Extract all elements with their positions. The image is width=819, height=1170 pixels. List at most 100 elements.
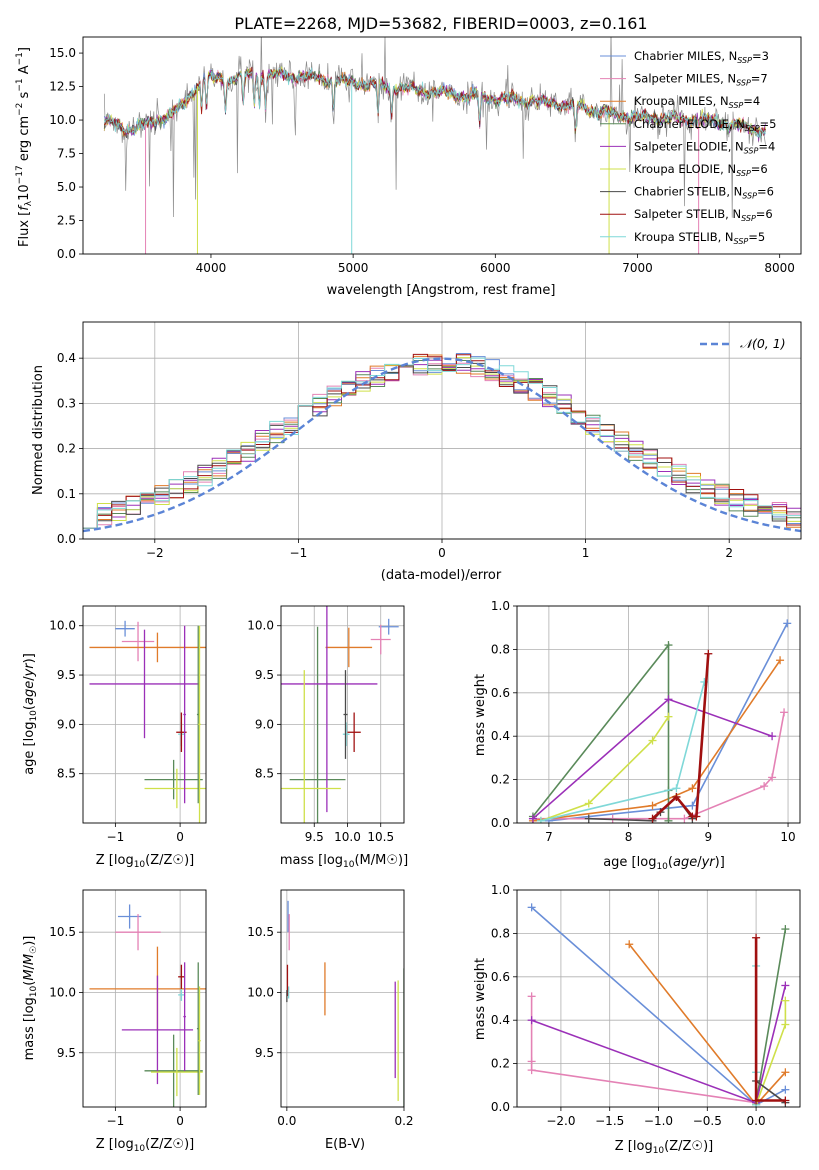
spectrum-model-line — [103, 65, 766, 138]
residuals-ytick-label: 0.4 — [57, 351, 76, 365]
spectrum-xtick-label: 6000 — [480, 261, 511, 275]
massweight-vs-Z-ytick-label: 0.8 — [491, 926, 510, 940]
age-vs-Z-plot — [89, 620, 206, 823]
massweight-vs-age-ytick-label: 0.6 — [491, 686, 510, 700]
legend-label-tail: =7 — [751, 72, 768, 86]
spectrum-xtick-label: 4000 — [196, 261, 227, 275]
spectrum-ytick-label: 10.0 — [49, 113, 76, 127]
massweight-vs-age-plot — [528, 619, 792, 823]
massweight-vs-Z-series-line — [530, 996, 757, 1104]
massweight-vs-age-ytick-label: 0.4 — [491, 729, 510, 743]
massweight-vs-age-series-line — [532, 698, 773, 820]
residuals-ytick-label: 0.0 — [57, 532, 76, 546]
legend-label-main: Kroupa ELODIE, N — [634, 162, 736, 176]
legend-label-sub: SSP — [737, 56, 752, 65]
spectrum-frame — [82, 36, 802, 255]
legend-label-tail: =6 — [757, 185, 774, 199]
legend-label-sub: SSP — [741, 214, 756, 223]
spectrum-ytick-label: 7.5 — [57, 147, 76, 161]
legend-label-sub: SSP — [736, 169, 751, 178]
legend-label: Chabrier MILES, NSSP=3 — [634, 49, 769, 65]
legend-label-main: Chabrier ELODIE, N — [634, 117, 745, 131]
age-ylabel: age [log10(age/yr)] — [22, 653, 39, 775]
legend-label-sub: SSP — [736, 79, 751, 88]
mass-vs-EBV-ytick-label: 10.0 — [247, 985, 274, 999]
spectrum-model-line — [103, 66, 766, 139]
mass-vs-Z-axes: −1 0 9.5 10.0 10.5 — [49, 890, 206, 1128]
spectrum-title: PLATE=2268, MJD=53682, FIBERID=0003, z=0… — [234, 14, 647, 33]
residuals-ylabel: Normed distribution — [31, 365, 46, 495]
age-vs-Z-xtick-label: 0 — [176, 830, 184, 844]
mass-vs-EBV-xtick-label: 0.2 — [394, 1114, 413, 1128]
legend-label-tail: =4 — [743, 94, 760, 108]
massweight-vs-age-ytick-label: 0.2 — [491, 773, 510, 787]
massweight-vs-Z-xtick-label: −1.0 — [644, 1114, 673, 1128]
mass-vs-Z-plot — [89, 904, 206, 1107]
spectrum-ytick-label: 15.0 — [49, 46, 76, 60]
age-vs-mass-ytick-label: 9.0 — [255, 717, 274, 731]
residuals-ytick-label: 0.3 — [57, 396, 76, 410]
spectrum-xtick-label: 8000 — [764, 261, 795, 275]
residuals-axes: −2 −1 0 1 2 0.0 0.1 0.2 0.3 0.4 — [57, 322, 801, 560]
spectrum-ytick-label: 2.5 — [57, 214, 76, 228]
legend-label-main: Salpeter ELODIE, N — [634, 139, 744, 153]
massweight-vs-age-xtick-label: 7 — [545, 830, 553, 844]
massweight-age-xlabel: age [log10(age/yr)] — [603, 855, 725, 872]
spectrum-xtick-label: 5000 — [338, 261, 369, 275]
plot-layer: 4000 5000 6000 7000 80000.02.55.07.510.012.5… — [49, 36, 802, 1128]
mass-vs-Z-ytick-label: 10.5 — [49, 925, 76, 939]
massweight-vs-age-ytick-label: 0.8 — [491, 642, 510, 656]
residuals-xlabel: (data-model)/error — [381, 568, 502, 583]
massweight-vs-age-ytick-label: 1.0 — [491, 599, 510, 613]
mass-vs-EBV-frame — [280, 889, 405, 1108]
massweight-vs-age-frame — [516, 605, 801, 824]
age-vs-Z-ytick-label: 10.0 — [49, 619, 76, 633]
massweight-vs-age-series-line — [540, 716, 670, 822]
age-vs-Z-xtick-label: −1 — [107, 830, 125, 844]
massweight-vs-Z-frame — [516, 889, 801, 1108]
massweight-vs-Z-axes: −2.0 −1.5 −1.0 −0.5 0.0 0.0 0.2 0.4 0.6 0.8 1.0 — [491, 883, 800, 1128]
age-vs-mass-frame — [280, 605, 405, 824]
spectrum-ylabel: Flux [fλ10−17 erg cm−2 s−1 A−1] — [15, 47, 34, 247]
mass-vs-Z-frame — [82, 889, 207, 1108]
spectrum-axes: 4000 5000 6000 7000 8000 0.0 2.5 5.0 7.5 10.0 12.5… — [49, 46, 795, 275]
residuals-xtick-label: 1 — [582, 546, 590, 560]
residuals-xtick-label: −1 — [290, 546, 308, 560]
legend-label-sub: SSP — [729, 101, 744, 110]
age-vs-mass-xtick-label: 10.5 — [367, 830, 394, 844]
legend-label: Kroupa ELODIE, NSSP=6 — [634, 162, 768, 178]
spectrum-ytick-label: 0.0 — [57, 247, 76, 261]
legend-label-sub: SSP — [742, 192, 757, 201]
legend-label-sub: SSP — [734, 237, 749, 246]
residuals-ytick-label: 0.2 — [57, 442, 76, 456]
massweight-vs-age-axes: 7 8 9 10 0.0 0.2 0.4 0.6 0.8 1.0 — [491, 599, 800, 844]
mass-vs-EBV-xlabel: E(B-V) — [325, 1137, 365, 1152]
age-vs-mass-ytick-label: 10.0 — [247, 619, 274, 633]
massweight-vs-Z-ytick-label: 0.6 — [491, 970, 510, 984]
legend-label-tail: =4 — [758, 139, 775, 153]
age-vs-mass-xlabel: mass [log10(M/M☉)] — [280, 853, 408, 870]
age-vs-mass-ytick-label: 9.5 — [255, 668, 274, 682]
residuals-xtick-label: 2 — [725, 546, 733, 560]
spectrum-plot — [103, 37, 766, 254]
residuals-xtick-label: 0 — [438, 546, 446, 560]
massweight-vs-Z-ytick-label: 0.4 — [491, 1013, 510, 1027]
mass-vs-Z-ytick-label: 10.0 — [49, 985, 76, 999]
legend-label-main: Chabrier MILES, N — [634, 49, 737, 63]
massweight-vs-age-xtick-label: 8 — [625, 830, 633, 844]
age-vs-mass-xtick-label: 9.5 — [305, 830, 324, 844]
residuals-ytick-label: 0.1 — [57, 487, 76, 501]
age-vs-mass-plot — [281, 606, 399, 823]
residuals-histogram-step — [83, 357, 801, 529]
mass-vs-Z-xlabel: Z [log10(Z/Z☉)] — [96, 1137, 194, 1154]
mass-vs-EBV-plot — [286, 900, 404, 1107]
residuals-histogram-step — [83, 353, 801, 529]
spectrum-observed-line — [103, 37, 766, 218]
massweight-vs-Z-series-line — [755, 928, 787, 1103]
residuals-legend-label: 𝒩(0, 1) — [740, 336, 786, 351]
mass-vs-Z-xtick-label: −1 — [107, 1114, 125, 1128]
age-vs-Z-frame — [82, 605, 207, 824]
age-vs-mass-ytick-label: 8.5 — [255, 767, 274, 781]
massweight-vs-Z-ytick-label: 1.0 — [491, 883, 510, 897]
legend-label-tail: =6 — [756, 207, 773, 221]
